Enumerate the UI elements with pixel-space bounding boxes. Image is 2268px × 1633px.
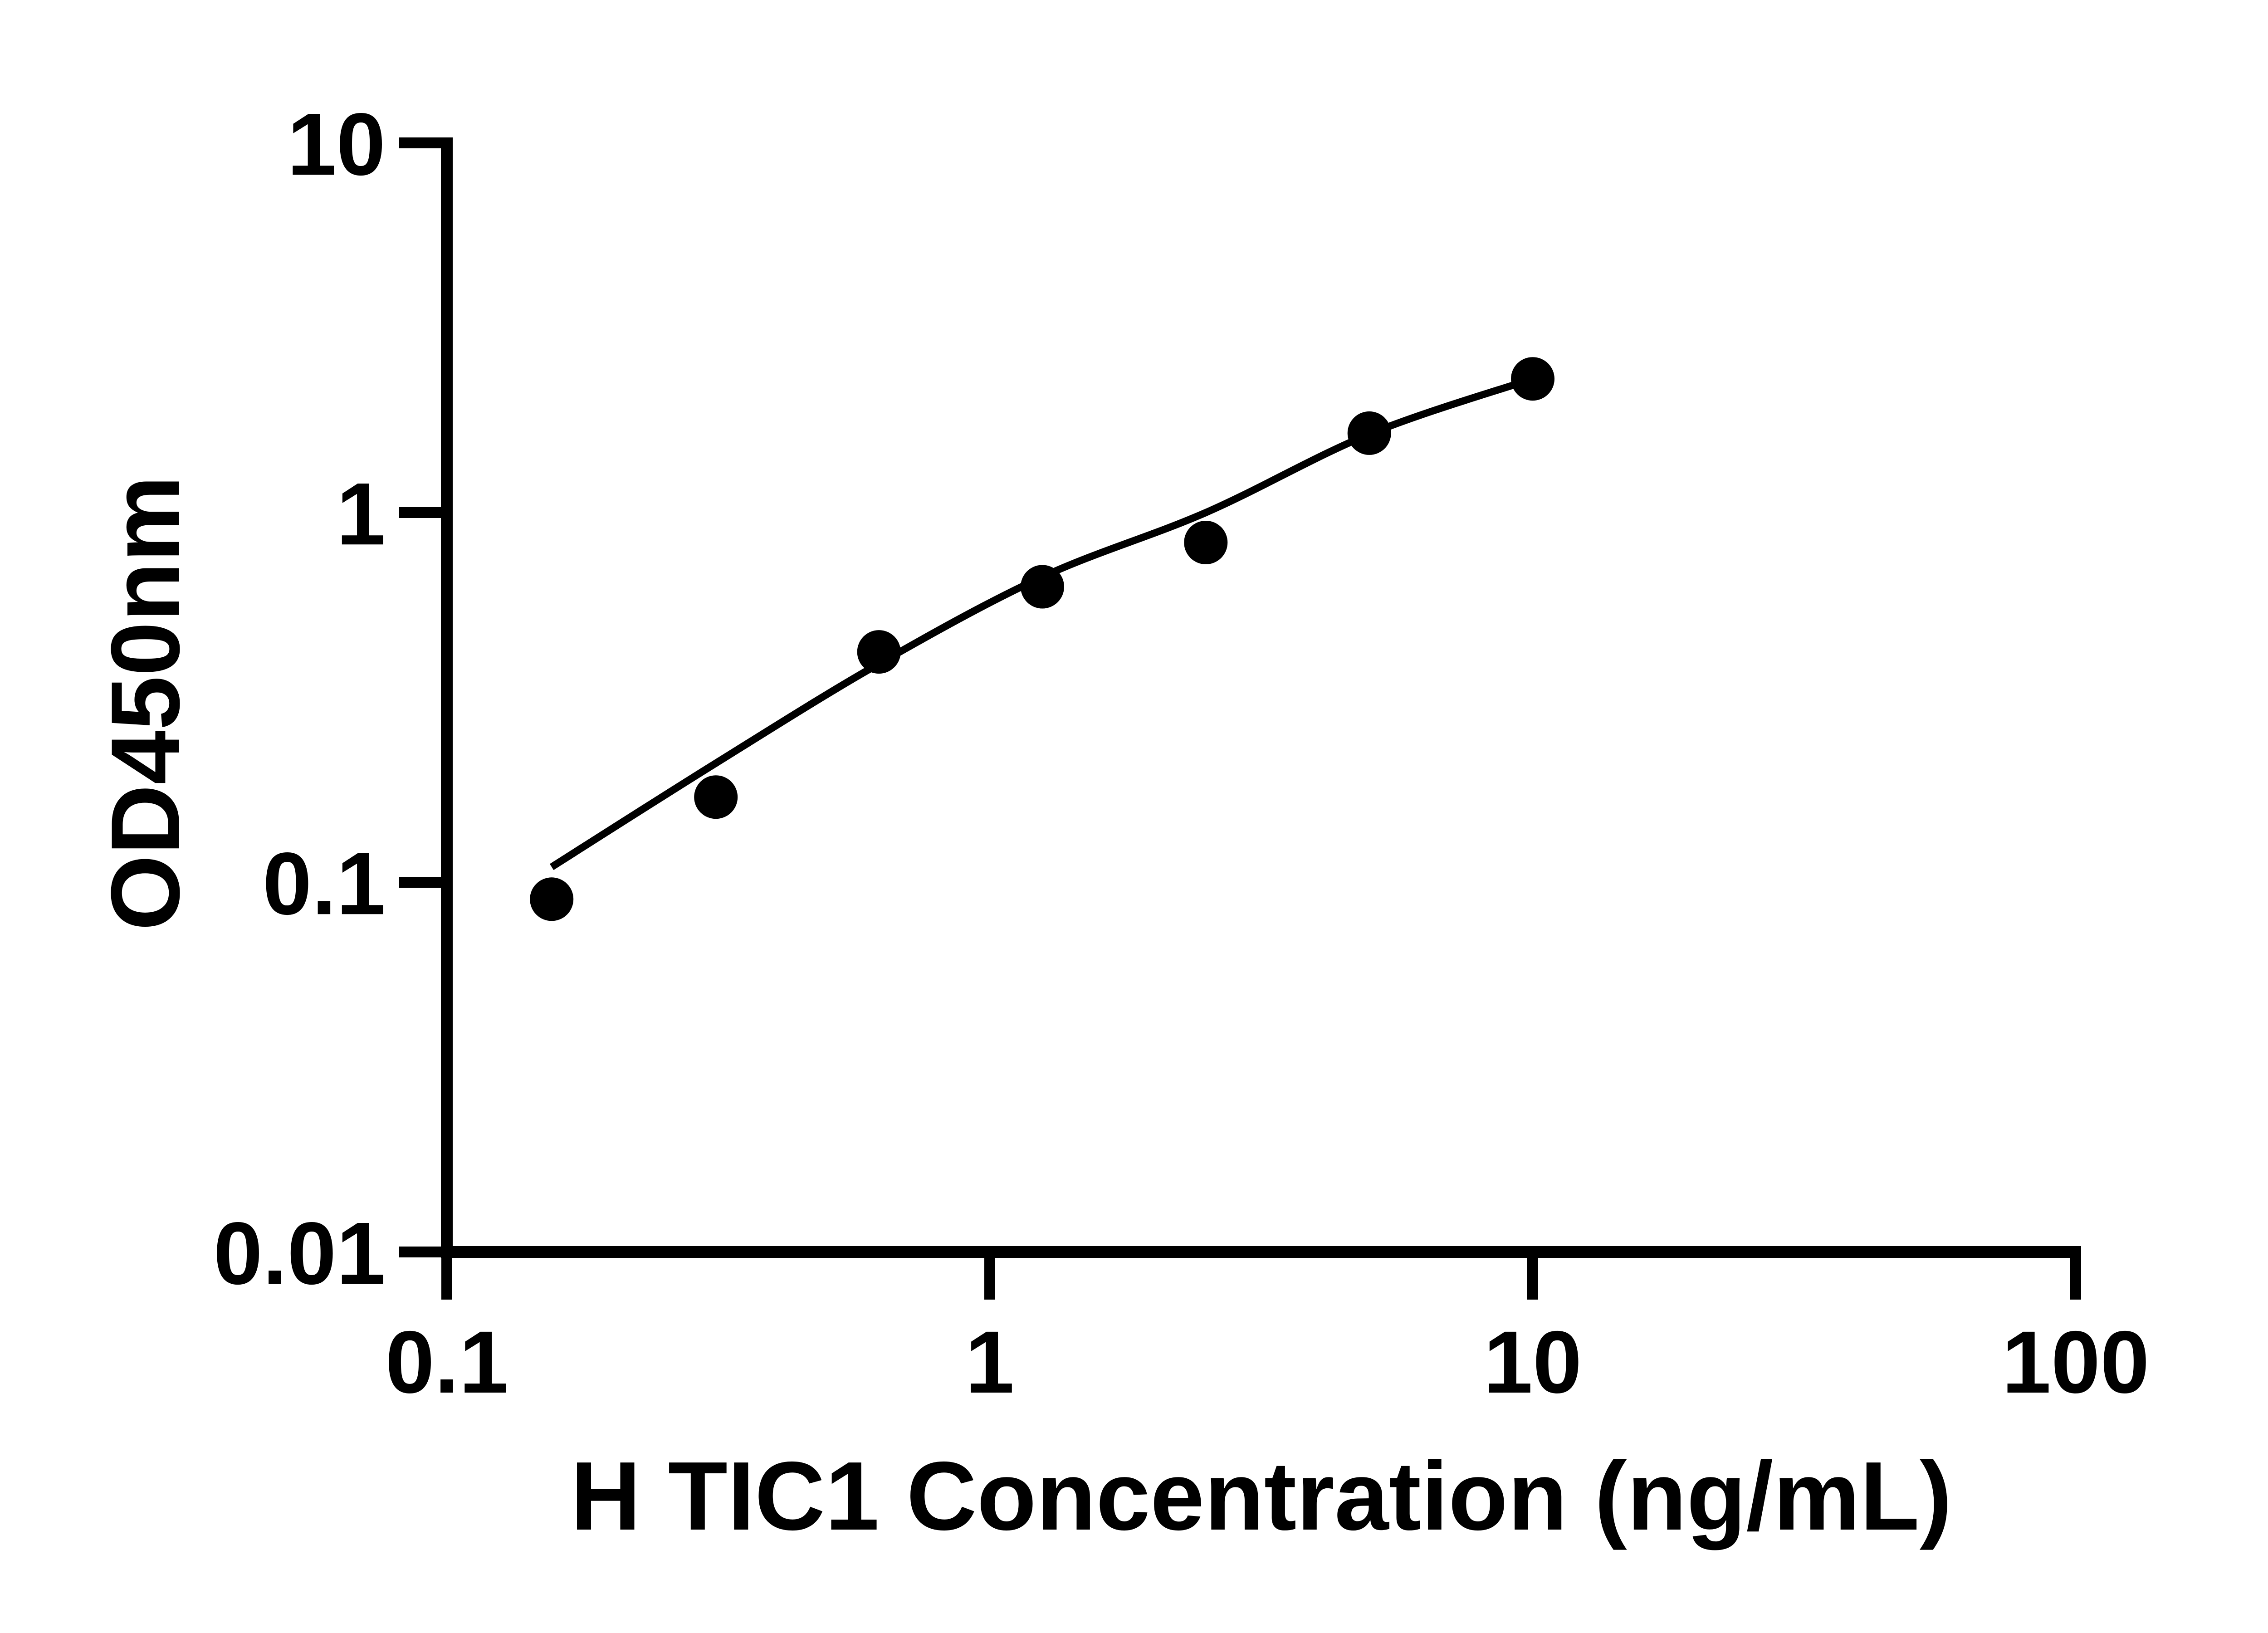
y-tick-label: 0.1 (263, 834, 386, 933)
data-point (857, 630, 901, 674)
data-point (1184, 521, 1228, 564)
x-tick-label: 1 (965, 1313, 1014, 1412)
data-point (530, 877, 574, 921)
data-point (1511, 357, 1554, 401)
y-tick-label: 10 (287, 95, 386, 194)
data-point (694, 775, 738, 819)
data-point (1347, 411, 1391, 455)
x-tick-label: 0.1 (385, 1313, 508, 1412)
x-tick-label: 10 (1484, 1313, 1582, 1412)
y-tick-label: 0.01 (213, 1204, 386, 1303)
x-tick-label: 100 (2002, 1313, 2149, 1412)
y-tick-label: 1 (337, 464, 386, 563)
x-axis-title: H TIC1 Concentration (ng/mL) (570, 1441, 1952, 1550)
data-point (1021, 565, 1064, 609)
y-axis-title: OD450nm (90, 475, 200, 931)
